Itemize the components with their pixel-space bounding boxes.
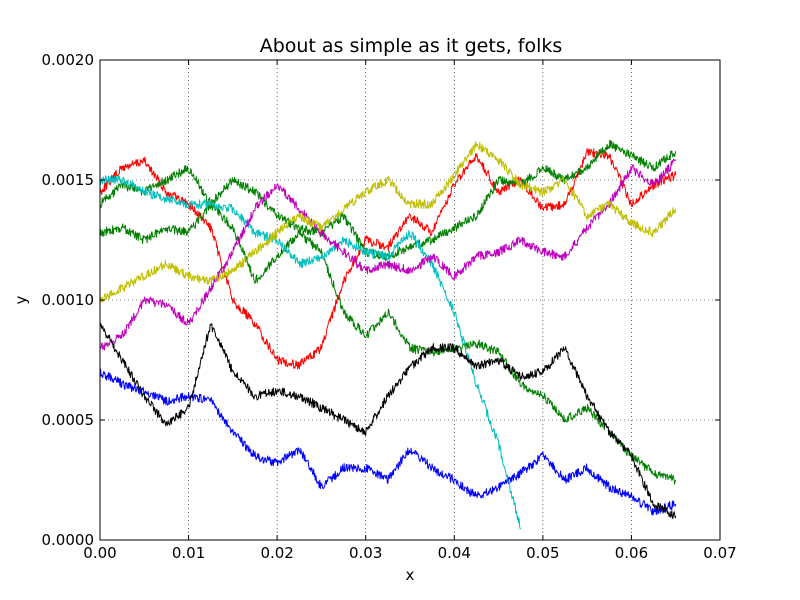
x-tick-label: 0.06 xyxy=(615,544,648,562)
tick-layer: 0.00 0.01 0.02 0.03 0.04 0.05 0.06 0.07 0.0000 0.… xyxy=(42,51,737,562)
y-axis-label: y xyxy=(12,295,30,304)
x-tick-label: 0.04 xyxy=(438,544,471,562)
y-tick-label: 0.0005 xyxy=(42,411,95,429)
series-line-8 xyxy=(99,322,677,519)
x-tick-label: 0.00 xyxy=(83,544,116,562)
y-tick-label: 0.0000 xyxy=(42,531,95,549)
y-tick-label: 0.0010 xyxy=(42,291,95,309)
x-tick-label: 0.05 xyxy=(526,544,559,562)
x-axis-label: x xyxy=(406,566,415,584)
series-line-7 xyxy=(99,140,677,303)
series-line-3 xyxy=(99,368,677,516)
chart-title: About as simple as it gets, folks xyxy=(260,35,563,57)
x-tick-label: 0.01 xyxy=(172,544,205,562)
series-layer xyxy=(99,139,677,530)
x-tick-label: 0.03 xyxy=(349,544,382,562)
x-tick-label: 0.02 xyxy=(260,544,293,562)
grid xyxy=(100,60,720,540)
y-tick-label: 0.0015 xyxy=(42,171,95,189)
series-line-5 xyxy=(99,175,522,530)
series-line-2 xyxy=(99,165,677,485)
series-line-6 xyxy=(99,158,677,351)
y-tick-label: 0.0020 xyxy=(42,51,95,69)
series-line-4 xyxy=(99,139,677,262)
x-tick-label: 0.07 xyxy=(703,544,736,562)
